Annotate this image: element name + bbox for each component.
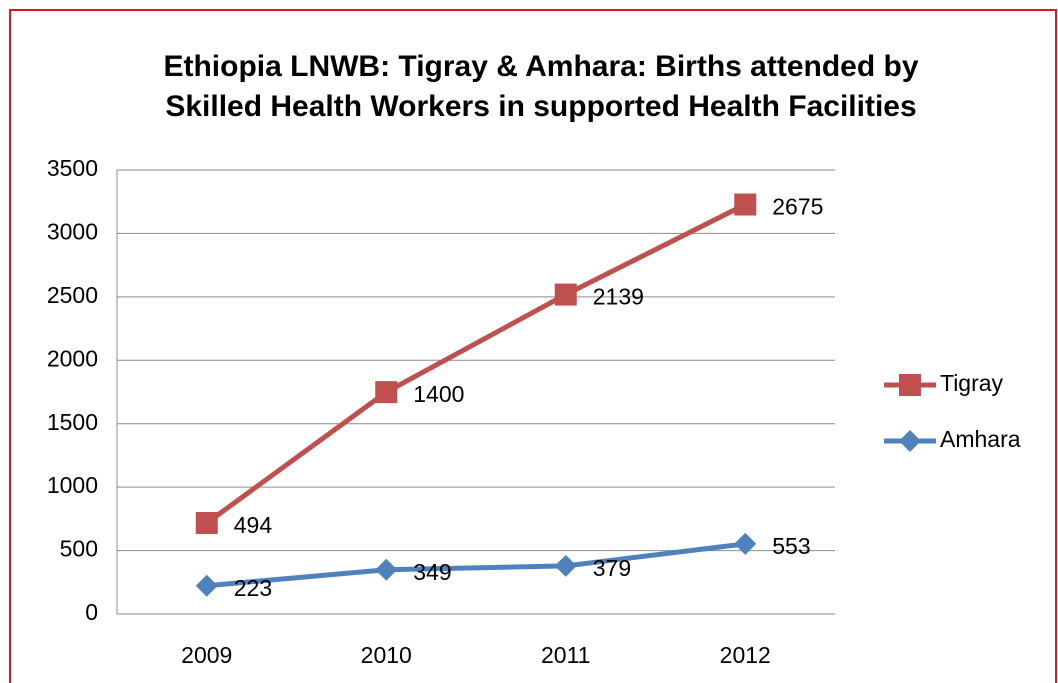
marker <box>375 558 398 581</box>
y-tick-label: 2000 <box>47 345 98 371</box>
marker <box>554 554 577 577</box>
data-label: 553 <box>772 533 810 559</box>
y-tick-label: 0 <box>85 599 98 625</box>
data-label: 1400 <box>413 381 464 407</box>
legend-label: Tigray <box>940 370 1004 396</box>
series-line <box>205 202 747 526</box>
marker <box>734 532 757 555</box>
marker <box>195 512 218 535</box>
y-tick-label: 3500 <box>47 155 98 181</box>
data-label: 349 <box>413 559 451 585</box>
chart-title: Skilled Health Workers in supported Heal… <box>165 90 916 123</box>
marker <box>375 381 398 404</box>
data-label: 223 <box>234 575 272 601</box>
legend-label: Amhara <box>940 426 1021 452</box>
y-tick-label: 2500 <box>47 282 98 308</box>
marker <box>899 374 921 396</box>
marker <box>195 574 218 597</box>
x-tick-label: 2010 <box>361 642 412 668</box>
chart-title: Ethiopia LNWB: Tigray & Amhara: Births a… <box>163 50 918 83</box>
marker <box>734 193 757 216</box>
data-label: 2139 <box>593 284 644 310</box>
x-tick-label: 2012 <box>720 642 771 668</box>
y-tick-label: 3000 <box>47 219 98 245</box>
y-tick-label: 1000 <box>47 472 98 498</box>
data-label: 494 <box>234 512 273 538</box>
y-tick-label: 1500 <box>47 409 98 435</box>
y-tick-label: 500 <box>60 536 98 562</box>
data-label: 2675 <box>772 194 823 220</box>
x-tick-label: 2009 <box>181 642 232 668</box>
x-tick-label: 2011 <box>541 642 590 668</box>
series-line <box>206 541 746 589</box>
marker <box>554 283 577 306</box>
data-label: 379 <box>593 555 631 581</box>
chart-border <box>9 9 1057 683</box>
marker <box>899 430 921 452</box>
